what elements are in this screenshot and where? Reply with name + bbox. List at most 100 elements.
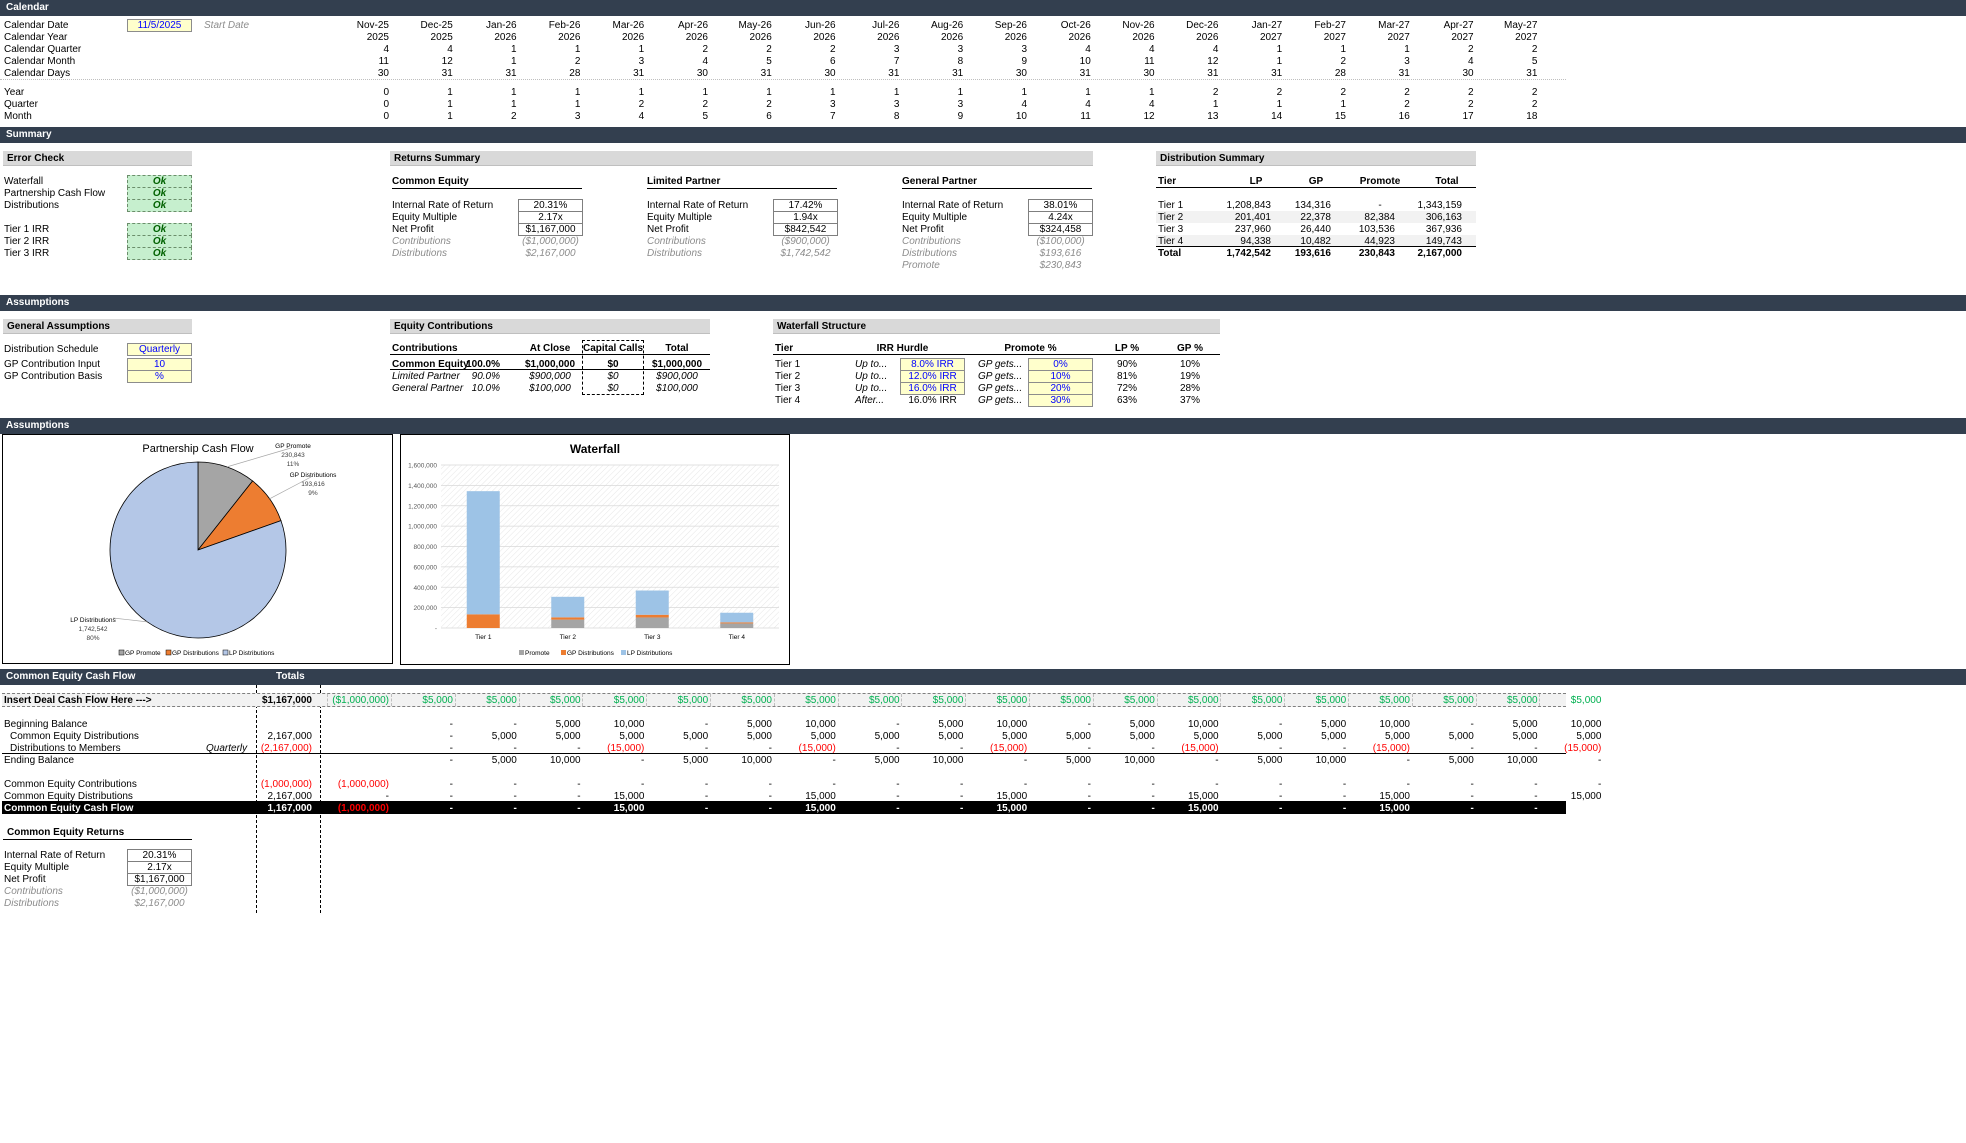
capital-calls-box[interactable] — [582, 340, 644, 395]
general-assumption-input[interactable]: Quarterly — [127, 343, 192, 356]
dist-cell: 367,936 — [1425, 224, 1462, 235]
pie-legend-swatch — [165, 649, 172, 656]
deal-cell-input[interactable]: $5,000 — [486, 695, 517, 706]
calendar-days-cell: 31 — [441, 68, 453, 79]
calendar-days-cell: 30 — [696, 68, 708, 79]
cash-flow-cell: - — [449, 779, 453, 790]
cash-flow-cell: 5,000 — [1129, 731, 1155, 742]
calendar-year-cell: 2026 — [1132, 32, 1155, 43]
error-check-status: Ok — [127, 199, 192, 212]
pie-chart-panel[interactable]: Partnership Cash Flow GP Promote 230,843 11… — [2, 434, 393, 664]
pie-label-name: LP Distributions — [70, 617, 116, 624]
calendar-quarter-cell: 1 — [1276, 44, 1283, 55]
cash-flow-cell: - — [513, 779, 517, 790]
cash-flow-cell: 5,000 — [1257, 731, 1283, 742]
dist-cell: 149,743 — [1425, 236, 1462, 247]
calendar-days-cell: 31 — [888, 68, 900, 79]
cash-flow-cell: 15,000 — [613, 791, 645, 802]
waterfall-chart-panel[interactable]: Waterfall - 200,000 400,000 600,000 800,000 1,… — [400, 434, 790, 665]
deal-cell-input[interactable]: $5,000 — [550, 695, 581, 706]
deal-cell-input[interactable]: ($1,000,000) — [332, 695, 389, 706]
cash-flow-cell: 10,000 — [613, 719, 645, 730]
pie-label-value: 230,843 — [281, 452, 305, 459]
partnership-cash-flow-pie: Partnership Cash Flow GP Promote 230,843 11… — [70, 443, 337, 657]
cf-row-cell: 15,000 — [805, 803, 836, 814]
wf-hurdle-input[interactable]: 16.0% IRR — [900, 382, 965, 395]
relative-row-label: Year — [4, 87, 25, 98]
general-assumption-input[interactable]: % — [127, 370, 192, 383]
deal-cell-input[interactable]: $5,000 — [1443, 695, 1474, 706]
relative-quarter-cell: 1 — [1276, 99, 1283, 110]
deal-cell-border — [1029, 694, 1092, 706]
calendar-year-cell: 2026 — [494, 32, 517, 43]
calendar-month-cell: 12 — [1207, 56, 1219, 67]
cash-flow-cell: 10,000 — [932, 755, 964, 766]
cash-flow-cell: - — [449, 731, 453, 742]
error-check-label: Tier 1 IRR — [4, 224, 50, 235]
returns-value-dist: $2,167,000 — [525, 248, 576, 259]
bar-y-tick: 1,400,000 — [408, 483, 437, 490]
calendar-year-cell: 2026 — [558, 32, 581, 43]
wf-promote-input[interactable]: 30% — [1028, 394, 1093, 407]
cash-flow-cell: - — [1470, 779, 1474, 790]
pie-legend-label: GP Distributions — [172, 650, 220, 657]
cash-flow-cell: (15,000) — [1372, 743, 1410, 754]
returns-value-contrib: ($900,000) — [781, 236, 830, 247]
deal-cell-input[interactable]: $5,000 — [1379, 695, 1410, 706]
deal-cell-input[interactable]: $5,000 — [1124, 695, 1155, 706]
general-assumption-label: GP Contribution Basis — [4, 371, 103, 382]
relative-month-cell: 11 — [1080, 111, 1091, 122]
wf-hurdle: 16.0% IRR — [908, 395, 957, 406]
relative-year-cell: 2 — [1468, 87, 1474, 98]
dist-row-label: Tier 4 — [1158, 236, 1184, 247]
deal-cell-input[interactable]: $5,000 — [677, 695, 709, 706]
waterfall-bar-chart: Waterfall - 200,000 400,000 600,000 800,000 1,… — [408, 442, 779, 657]
deal-cell-input[interactable]: $5,000 — [869, 695, 900, 706]
eq-row-total: $900,000 — [656, 371, 698, 382]
calendar-year-cell: 2026 — [1196, 32, 1219, 43]
wf-gp-gets: GP gets... — [978, 383, 1023, 394]
deal-cell-input[interactable]: $5,000 — [1060, 695, 1091, 706]
cf-row-cell: 15,000 — [613, 803, 645, 814]
calendar-days-cell: 28 — [569, 68, 581, 79]
general-assumptions-header: General Assumptions — [3, 319, 192, 334]
relative-month-cell: 2 — [511, 111, 517, 122]
deal-cell-input[interactable]: $5,000 — [932, 695, 964, 706]
relative-year-cell: 1 — [766, 87, 772, 98]
calendar-month-header: Apr-26 — [677, 20, 708, 31]
bar-segment-gp-distributions — [551, 617, 585, 620]
pie-label-name: GP Promote — [275, 443, 311, 450]
deal-cell-input[interactable]: $5,000 — [741, 695, 772, 706]
deal-cell-input[interactable]: $5,000 — [1570, 695, 1602, 706]
calendar-date-input[interactable]: 11/5/2025 — [127, 19, 192, 32]
bar-y-tick: 800,000 — [414, 544, 438, 551]
wf-gp-gets: GP gets... — [978, 359, 1023, 370]
relative-year-cell: 1 — [702, 87, 708, 98]
cash-flow-cell: - — [704, 779, 709, 790]
deal-cell-input[interactable]: $5,000 — [996, 695, 1028, 706]
deal-cell-input[interactable]: $5,000 — [422, 695, 453, 706]
returns-row-label: Equity Multiple — [647, 212, 713, 223]
returns-row-label: Contributions — [902, 236, 961, 247]
deal-cell-border — [1411, 694, 1475, 706]
dist-cell: 44,923 — [1364, 236, 1395, 247]
pie-leader-line — [269, 476, 312, 500]
deal-cell-input[interactable]: $5,000 — [1188, 695, 1219, 706]
calendar-month-header: Jan-27 — [1251, 20, 1283, 31]
deal-cell-input[interactable]: $5,000 — [1315, 695, 1347, 706]
deal-cell-input[interactable]: $5,000 — [1507, 695, 1538, 706]
cash-flow-cell: 5,000 — [1065, 755, 1091, 766]
calendar-month-header: Jul-26 — [872, 20, 900, 31]
relative-quarter-cell: 1 — [511, 99, 517, 110]
calendar-month-header: Mar-27 — [1378, 20, 1410, 31]
cash-flow-cell: 10,000 — [741, 755, 772, 766]
deal-cell-input[interactable]: $5,000 — [613, 695, 645, 706]
returns-value-contrib: ($1,000,000) — [522, 236, 579, 247]
cash-flow-cell: - — [1470, 791, 1474, 802]
pie-label-percent: 11% — [287, 461, 300, 468]
deal-cell-input[interactable]: $5,000 — [805, 695, 836, 706]
deal-cell-input[interactable]: $5,000 — [1251, 695, 1283, 706]
dist-cell: 1,343,159 — [1417, 200, 1463, 211]
pie-label-percent: 80% — [86, 635, 99, 642]
wf-gp-pct: 19% — [1179, 371, 1200, 382]
